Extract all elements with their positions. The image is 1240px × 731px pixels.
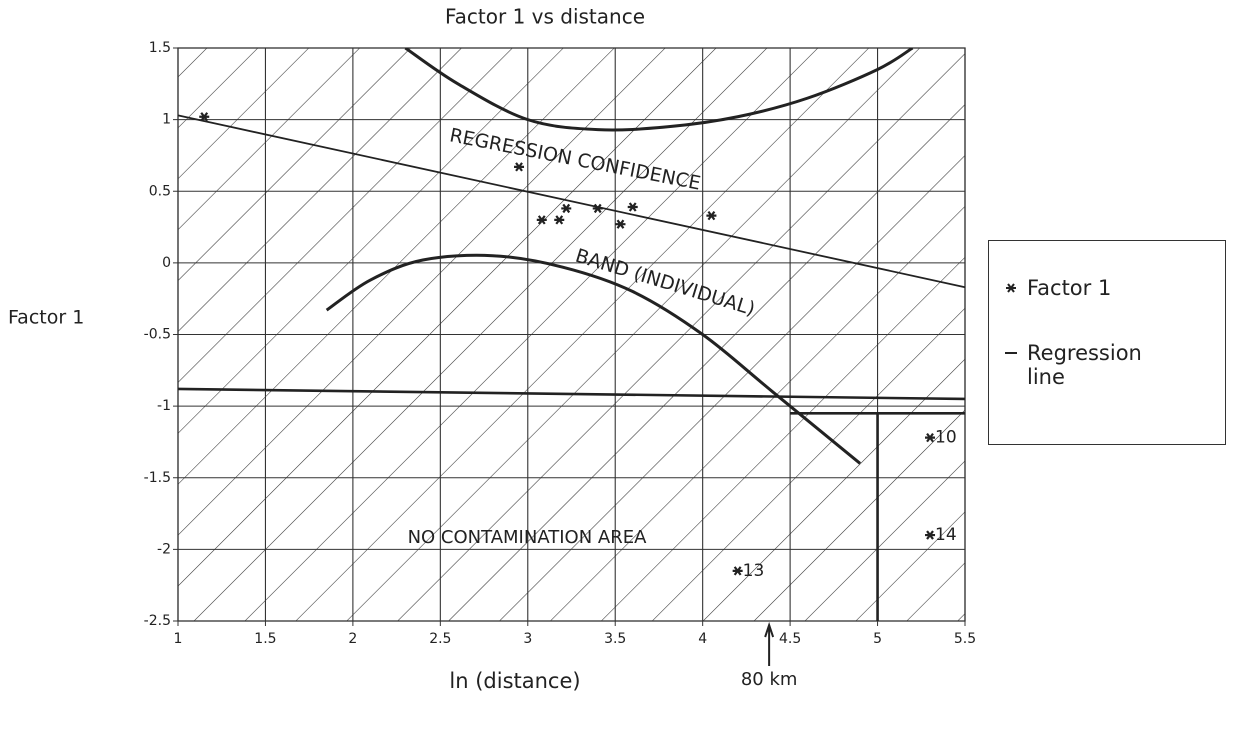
data-point [514,162,525,172]
confidence-band [325,253,862,465]
data-point [536,215,547,225]
confidence-band [404,48,914,132]
point-label: 10 [935,428,957,448]
y-axis-label: Factor 1 [8,307,84,329]
data-point [732,566,743,576]
legend: Factor 1 Regression line [988,240,1226,445]
x-tick-label: 1.5 [254,631,276,647]
y-tick-label: 1.5 [149,40,171,56]
x-tick-label: 3.5 [604,631,626,647]
y-tick-label: 0 [162,255,171,271]
point-label: 13 [743,561,765,581]
legend-item: Factor 1 [1006,276,1167,300]
x-tick-label: 4 [698,631,707,647]
y-tick-label: -2 [157,541,171,557]
data-point [554,215,565,225]
y-tick-label: -1 [157,398,171,414]
x-axis-label: ln (distance) [449,669,580,693]
legend-item: Regression line [1005,341,1167,389]
legend-marker [1006,283,1016,293]
y-tick-label: 0.5 [149,183,171,199]
plot-frame [177,47,966,622]
legend-symbol [1006,283,1016,293]
x-tick-label: 3 [523,631,532,647]
legend-label: Regression line [1027,341,1142,389]
y-tick-label: -2.5 [144,613,171,629]
x-tick-label: 5 [873,631,882,647]
point-label: 14 [935,525,957,545]
annotation: NO CONTAMINATION AREA [408,527,648,548]
legend-label: Factor 1 [1027,276,1112,300]
y-tick-label: 1 [162,112,171,128]
regression-line [177,114,966,289]
data-point [925,432,936,443]
chart: Factor 1 vs distance ln (distance) Facto… [8,5,976,694]
x-tick-label: 5.5 [954,631,976,647]
data-point [561,203,572,214]
y-tick-label: -0.5 [144,327,171,343]
data-point [627,202,638,212]
x-tick-label: 4.5 [779,631,801,647]
x-tick-label: 2 [348,631,357,647]
data-point [925,530,936,540]
data-point [199,112,210,122]
x-tick-label: 2.5 [429,631,451,647]
y-tick-label: -1.5 [144,470,171,486]
x-tick-label: 1 [174,631,183,647]
boundary-line [177,387,966,401]
annotation: 80 km [741,669,798,690]
arrow [764,621,775,666]
legend-symbol [1005,352,1017,354]
chart-title: Factor 1 vs distance [445,5,645,29]
data-point [615,219,626,229]
data-point [706,210,717,221]
